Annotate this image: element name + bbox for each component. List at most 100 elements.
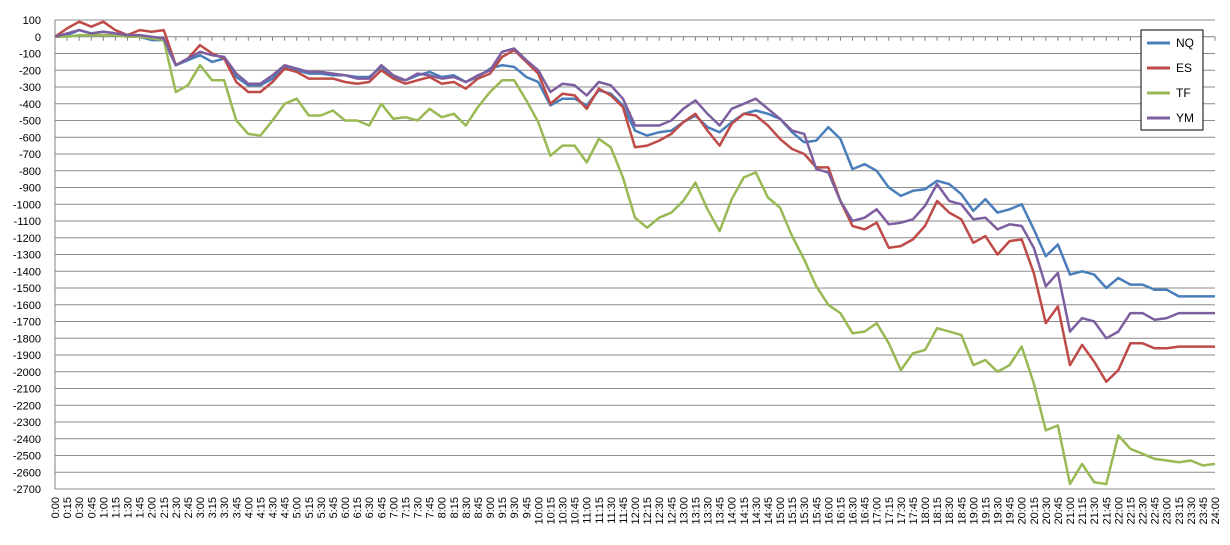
x-axis-ticks: 0:00 0:15 0:30 0:45 1:00 1:15 1:30 1:45 2:00 2:15…	[50, 36, 1222, 525]
legend-label-tf: TF	[1176, 86, 1191, 100]
x-tick-label: 21:15	[1077, 497, 1089, 525]
x-tick-label: 7:00	[388, 497, 400, 518]
x-tick-label: 11:00	[582, 497, 594, 524]
x-tick-label: 9:15	[497, 497, 509, 518]
y-tick-label: -2400	[13, 434, 41, 446]
x-tick-label: 1:30	[123, 497, 135, 518]
y-tick-label: -1900	[13, 350, 41, 362]
series-line-tf	[55, 33, 1216, 486]
x-tick-label: 6:15	[352, 497, 364, 518]
x-tick-label: 17:30	[896, 497, 908, 525]
x-tick-label: 23:30	[1186, 497, 1198, 525]
x-tick-label: 21:30	[1089, 497, 1101, 525]
y-tick-label: 100	[23, 15, 41, 27]
y-tick-label: -1800	[13, 333, 41, 345]
x-tick-label: 8:15	[449, 497, 461, 518]
x-tick-label: 13:00	[678, 497, 690, 525]
x-tick-label: 12:30	[654, 497, 666, 525]
gridlines	[54, 19, 1215, 490]
x-tick-label: 0:45	[86, 497, 98, 518]
x-tick-label: 6:45	[376, 497, 388, 518]
x-tick-label: 16:30	[848, 497, 860, 525]
x-tick-label: 23:00	[1162, 497, 1174, 525]
series-line-ym	[54, 28, 1215, 340]
x-tick-label: 7:15	[400, 497, 412, 518]
y-tick-label: -2300	[13, 417, 41, 429]
x-tick-label: 13:15	[690, 497, 702, 525]
x-tick-label: 5:15	[304, 497, 316, 518]
x-tick-label: 9:45	[521, 497, 533, 518]
x-tick-label: 17:15	[884, 497, 896, 525]
x-tick-label: 20:45	[1053, 497, 1065, 525]
x-tick-label: 10:30	[558, 497, 570, 525]
x-tick-label: 20:15	[1029, 497, 1041, 525]
x-tick-label: 1:00	[98, 497, 110, 518]
y-tick-label: -2500	[13, 451, 41, 463]
x-tick-label: 22:00	[1113, 497, 1125, 525]
x-tick-label: 0:30	[74, 497, 86, 518]
x-tick-label: 2:15	[159, 497, 171, 518]
x-tick-label: 19:45	[1005, 497, 1017, 525]
x-tick-label: 4:15	[255, 497, 267, 518]
y-tick-label: -100	[19, 49, 41, 61]
y-tick-label: -400	[19, 99, 41, 111]
y-tick-label: -1400	[13, 266, 41, 278]
x-tick-label: 10:00	[533, 497, 545, 525]
y-tick-label: -1600	[13, 300, 41, 312]
y-tick-label: -1200	[13, 233, 41, 245]
x-tick-label: 4:45	[280, 497, 292, 518]
y-tick-label: -1500	[13, 283, 41, 295]
x-tick-label: 6:30	[364, 497, 376, 518]
x-tick-label: 4:00	[243, 497, 255, 518]
x-tick-label: 12:15	[642, 497, 654, 525]
x-tick-label: 24:00	[1210, 497, 1222, 525]
x-tick-label: 11:15	[594, 497, 606, 524]
x-tick-label: 18:00	[920, 497, 932, 525]
x-tick-label: 3:30	[219, 497, 231, 518]
x-tick-label: 19:15	[980, 497, 992, 525]
x-tick-label: 3:45	[231, 497, 243, 518]
y-tick-label: -900	[19, 183, 41, 195]
x-tick-label: 9:30	[509, 497, 521, 518]
y-tick-label: -1700	[13, 317, 41, 329]
x-tick-label: 2:00	[147, 497, 159, 518]
x-tick-label: 16:00	[823, 497, 835, 525]
x-tick-label: 5:30	[316, 497, 328, 518]
x-tick-label: 3:15	[207, 497, 219, 518]
x-tick-label: 15:15	[787, 497, 799, 525]
x-tick-label: 16:15	[835, 497, 847, 525]
legend-label-nq: NQ	[1176, 36, 1194, 50]
y-tick-label: -1000	[13, 199, 41, 211]
x-tick-label: 1:45	[135, 497, 147, 518]
x-tick-label: 7:45	[425, 497, 437, 518]
y-tick-label: 0	[35, 32, 41, 44]
x-tick-label: 17:00	[872, 497, 884, 525]
y-tick-label: -2700	[13, 484, 41, 496]
x-tick-label: 5:45	[328, 497, 340, 518]
x-tick-label: 23:45	[1198, 497, 1210, 525]
x-tick-label: 10:45	[570, 497, 582, 525]
x-tick-label: 12:45	[666, 497, 678, 525]
x-tick-label: 2:30	[171, 497, 183, 518]
x-tick-label: 8:45	[473, 497, 485, 518]
x-tick-label: 5:00	[292, 497, 304, 518]
x-tick-label: 17:45	[908, 497, 920, 525]
y-tick-label: -200	[19, 65, 41, 77]
series-lines	[54, 20, 1216, 486]
y-tick-label: -600	[19, 132, 41, 144]
x-tick-label: 3:00	[195, 497, 207, 518]
x-tick-label: 6:00	[340, 497, 352, 518]
x-tick-label: 10:15	[545, 497, 557, 525]
x-tick-label: 13:30	[703, 497, 715, 525]
x-tick-label: 21:45	[1101, 497, 1113, 525]
x-tick-label: 8:00	[437, 497, 449, 518]
x-tick-label: 14:45	[763, 497, 775, 525]
x-tick-label: 0:00	[50, 497, 62, 518]
x-tick-label: 21:00	[1065, 497, 1077, 525]
y-tick-label: -300	[19, 82, 41, 94]
series-line-es	[54, 20, 1215, 384]
x-tick-label: 15:30	[799, 497, 811, 525]
x-tick-label: 16:45	[860, 497, 872, 525]
x-tick-label: 0:15	[62, 497, 74, 518]
